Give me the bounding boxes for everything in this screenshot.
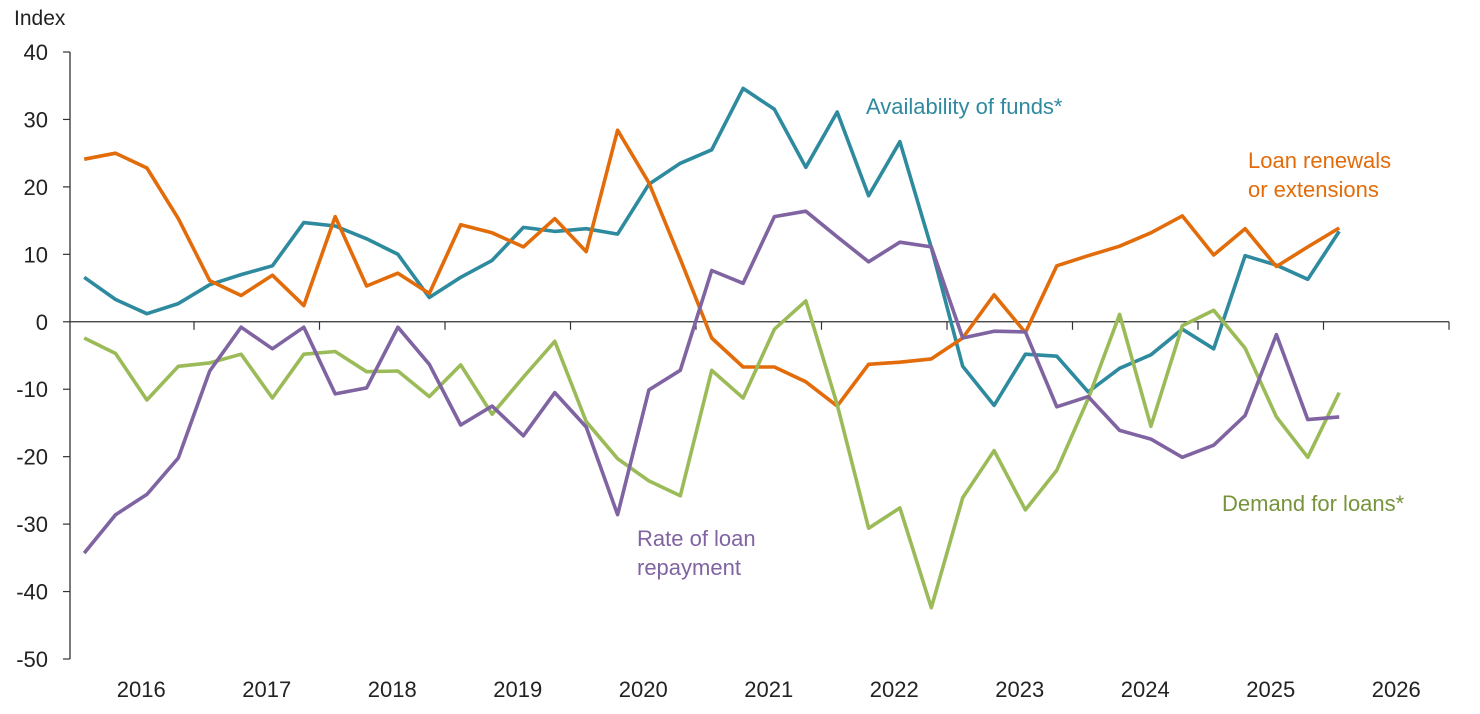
series-line-1 (84, 130, 1339, 406)
series-label-loan-renewals: Loan renewals or extensions (1248, 148, 1397, 202)
x-tick-label: 2023 (995, 677, 1044, 702)
series-line-3 (84, 211, 1339, 553)
series-label-availability: Availability of funds* (866, 94, 1063, 119)
x-tick-label: 2025 (1246, 677, 1295, 702)
series-label-demand: Demand for loans* (1222, 491, 1405, 516)
y-tick-label: 10 (24, 242, 48, 267)
y-tick-label: 30 (24, 107, 48, 132)
x-tick-label: 2024 (1121, 677, 1170, 702)
x-tick-label: 2017 (242, 677, 291, 702)
y-tick-label: -10 (16, 377, 48, 402)
series-line-0 (84, 88, 1339, 405)
x-tick-label: 2022 (870, 677, 919, 702)
y-tick-label: -20 (16, 445, 48, 470)
x-tick-label: 2020 (619, 677, 668, 702)
y-tick-label: -50 (16, 647, 48, 672)
y-tick-label: 0 (36, 310, 48, 335)
series-label-repayment: Rate of loan repayment (637, 526, 762, 580)
x-tick-label: 2018 (368, 677, 417, 702)
y-axis-label: Index (14, 7, 66, 30)
x-tick-label: 2019 (493, 677, 542, 702)
x-tick-label: 2016 (117, 677, 166, 702)
y-tick-label: 40 (24, 40, 48, 65)
y-tick-label: -40 (16, 580, 48, 605)
x-tick-label: 2021 (744, 677, 793, 702)
x-tick-label: 2026 (1372, 677, 1421, 702)
y-tick-label: -30 (16, 512, 48, 537)
y-tick-label: 20 (24, 175, 48, 200)
